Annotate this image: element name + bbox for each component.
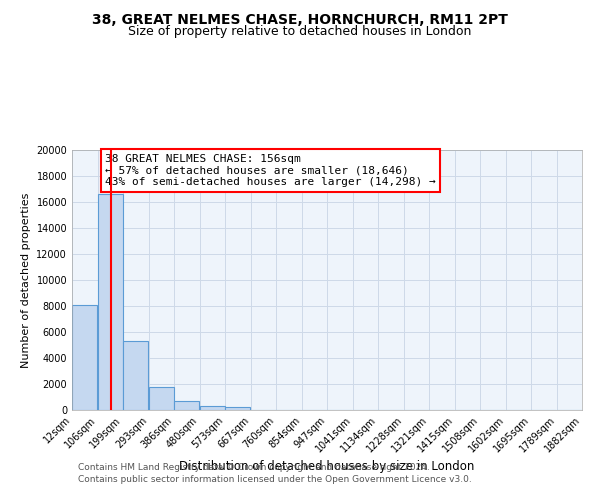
- Bar: [225, 408, 250, 410]
- Bar: [123, 341, 148, 410]
- Bar: [174, 401, 199, 410]
- Bar: [200, 406, 225, 410]
- X-axis label: Distribution of detached houses by size in London: Distribution of detached houses by size …: [179, 460, 475, 472]
- Bar: [98, 194, 123, 410]
- Text: 38, GREAT NELMES CHASE, HORNCHURCH, RM11 2PT: 38, GREAT NELMES CHASE, HORNCHURCH, RM11…: [92, 12, 508, 26]
- Text: Contains HM Land Registry data © Crown copyright and database right 2024.: Contains HM Land Registry data © Crown c…: [78, 464, 430, 472]
- Y-axis label: Number of detached properties: Number of detached properties: [21, 192, 31, 368]
- Text: Contains public sector information licensed under the Open Government Licence v3: Contains public sector information licen…: [78, 475, 472, 484]
- Text: Size of property relative to detached houses in London: Size of property relative to detached ho…: [128, 25, 472, 38]
- Bar: [149, 386, 174, 410]
- Bar: [72, 304, 97, 410]
- Text: 38 GREAT NELMES CHASE: 156sqm
← 57% of detached houses are smaller (18,646)
43% : 38 GREAT NELMES CHASE: 156sqm ← 57% of d…: [105, 154, 436, 187]
